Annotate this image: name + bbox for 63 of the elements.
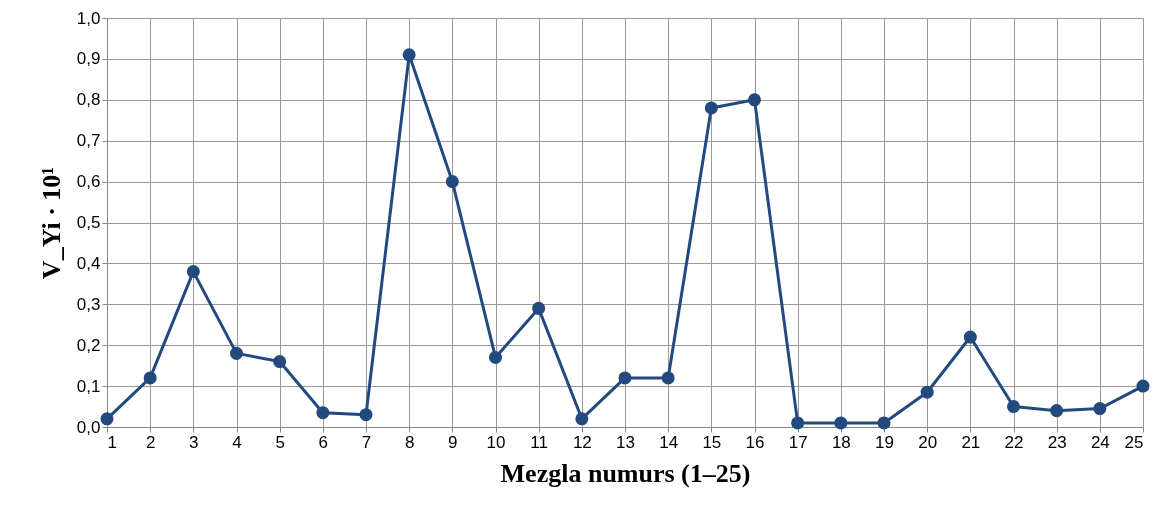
y-tick-label: 1,0 [76, 8, 101, 28]
x-tick-label: 4 [232, 432, 242, 452]
y-tick-label: 0,6 [76, 172, 101, 192]
x-tick-label: 15 [702, 432, 722, 452]
x-tick-label: 20 [918, 432, 938, 452]
x-tick-label: 7 [361, 432, 372, 452]
y-tick-label: 0,7 [76, 131, 101, 151]
y-axis-title: V_Yi · 10¹ [36, 166, 66, 280]
point [920, 385, 934, 399]
point [704, 101, 718, 115]
x-axis-title: Mezgla numurs (1–25) [500, 458, 751, 488]
point [445, 175, 459, 189]
point [186, 265, 200, 279]
y-tick-label: 0,9 [76, 49, 101, 69]
x-tick-label: 6 [318, 432, 329, 452]
x-tick-label: 18 [831, 432, 851, 452]
point [834, 416, 848, 430]
x-tick-label: 11 [530, 432, 548, 452]
point [575, 412, 589, 426]
x-tick-label: 21 [961, 432, 981, 452]
x-tick-label: 22 [1004, 432, 1024, 452]
x-tick-label: 12 [572, 432, 592, 452]
point [316, 406, 330, 420]
x-tick-label: 23 [1047, 432, 1067, 452]
point [1136, 379, 1150, 393]
point [100, 412, 114, 426]
y-tick-label: 0,0 [76, 417, 101, 437]
x-tick-label: 10 [486, 432, 506, 452]
x-tick-label: 25 [1124, 432, 1144, 452]
point [1006, 400, 1021, 414]
point [791, 416, 805, 430]
x-tick-label: 19 [875, 432, 894, 452]
x-tick-label: 17 [788, 432, 808, 452]
point [532, 301, 546, 315]
y-tick-label: 0,1 [76, 376, 101, 396]
point [661, 371, 675, 385]
point [1093, 402, 1107, 416]
point [747, 93, 762, 107]
point [359, 408, 373, 422]
x-tick-label: 24 [1090, 432, 1110, 452]
point [143, 371, 157, 385]
x-tick-label: 3 [189, 432, 199, 452]
y-tick-label: 0,3 [76, 294, 101, 314]
y-tick-label: 0,8 [76, 90, 101, 110]
x-tick-label: 2 [145, 432, 156, 452]
y-tick-label: 0,5 [76, 213, 101, 232]
point [618, 371, 632, 385]
point [488, 350, 503, 364]
x-tick-label: 14 [659, 432, 679, 452]
x-tick-label: 9 [448, 432, 458, 452]
y-tick-label: 0,4 [76, 253, 101, 273]
point [229, 346, 244, 360]
x-tick-label: 8 [404, 432, 415, 452]
point [402, 48, 416, 62]
point [963, 330, 977, 344]
x-tick-label: 13 [616, 432, 635, 452]
x-tick-label: 16 [745, 432, 765, 452]
x-tick-label: 1 [107, 432, 117, 452]
point [1050, 404, 1064, 418]
point [273, 355, 287, 369]
y-tick-label: 0,2 [76, 335, 101, 355]
point [877, 416, 891, 430]
x-tick-label: 5 [275, 432, 285, 452]
